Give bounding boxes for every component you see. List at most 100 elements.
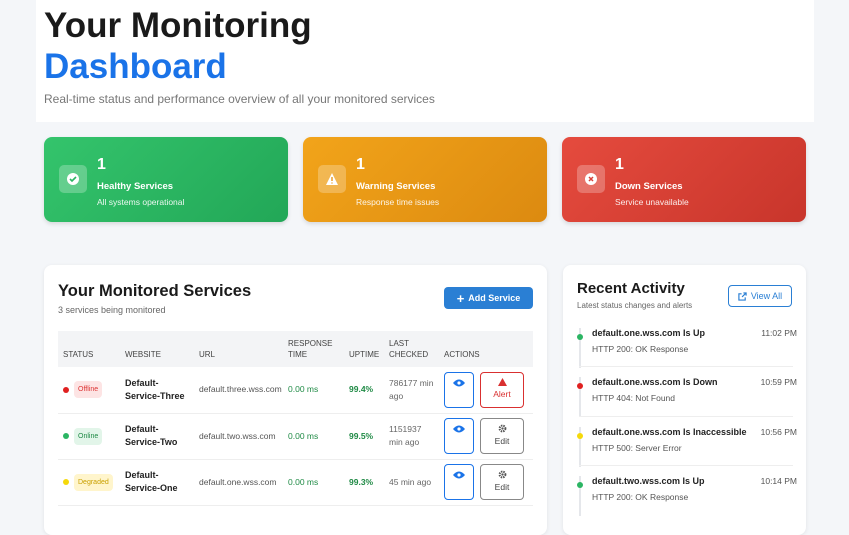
eye-icon xyxy=(453,471,465,479)
edit-button[interactable]: Edit xyxy=(480,418,524,454)
external-link-icon xyxy=(738,291,747,301)
add-service-button[interactable]: + Add Service xyxy=(444,287,533,309)
page: {"header":{"title_line1":"Your Monitorin… xyxy=(36,0,814,535)
card-label: Healthy Services xyxy=(97,181,174,192)
action-label: Edit xyxy=(494,482,510,492)
status-dot xyxy=(63,479,69,485)
response-time: 0.00 ms xyxy=(283,367,344,414)
status-dot xyxy=(63,386,69,393)
view-button[interactable] xyxy=(444,464,474,500)
card-count: 1 xyxy=(356,156,365,173)
separator xyxy=(579,465,793,466)
activity-dot xyxy=(577,482,583,488)
actions: Alert xyxy=(444,371,528,408)
activity-title: default.one.wss.com Is Down xyxy=(592,377,718,387)
activity-item: default.one.wss.com Is Up HTTP 200: OK Re… xyxy=(577,328,797,368)
services-subtitle: 3 services being monitored xyxy=(58,305,166,315)
services-title: Your Monitored Services xyxy=(58,282,252,300)
view-button[interactable] xyxy=(444,371,474,408)
services-panel: Your Monitored Services 3 services being… xyxy=(44,265,547,535)
activity-dot xyxy=(577,334,583,340)
card-icon xyxy=(318,165,346,193)
status-cell: Offline xyxy=(58,367,120,414)
response-time: 0.00 ms xyxy=(283,413,344,460)
website: Default-Service-One xyxy=(120,459,194,506)
activity-item: default.one.wss.com Is Down HTTP 404: Not… xyxy=(577,377,797,417)
button-label: View All xyxy=(750,291,783,301)
title-line2: Dashboard xyxy=(44,47,227,86)
eye-icon xyxy=(453,425,465,433)
view-all-button[interactable]: View All xyxy=(728,285,792,307)
activity-dot xyxy=(577,383,583,389)
alert-button[interactable]: Alert xyxy=(480,371,524,408)
x-icon xyxy=(585,173,597,185)
activity-item: default.one.wss.com Is Inaccessible HTTP … xyxy=(577,427,797,467)
gear-icon xyxy=(498,424,506,433)
activity-title: Recent Activity xyxy=(577,280,685,297)
actions-cell: Edit xyxy=(439,459,533,506)
warning-icon xyxy=(326,173,338,185)
view-button[interactable] xyxy=(444,418,474,454)
activity-title: default.one.wss.com Is Inaccessible xyxy=(592,427,747,437)
status-cell: Degraded xyxy=(58,459,120,506)
header xyxy=(36,0,814,122)
status-badge: Offline xyxy=(74,381,103,399)
card-label: Down Services xyxy=(615,181,683,192)
services-table: STATUS WEBSITE URL RESPONSE TIME UPTIME … xyxy=(58,331,533,506)
timeline xyxy=(579,476,581,516)
activity-panel: Recent Activity Latest status changes an… xyxy=(563,265,806,535)
column-header: WEBSITE xyxy=(120,331,194,367)
last-checked: 1151937 min ago xyxy=(384,413,439,460)
column-header: UPTIME xyxy=(344,331,384,367)
card-note: All systems operational xyxy=(97,197,185,207)
healthy-card: 1 Healthy Services All systems operation… xyxy=(44,137,288,222)
uptime: 99.4% xyxy=(344,367,384,414)
card-icon xyxy=(59,165,87,193)
gear-icon xyxy=(498,470,506,479)
action-label: Edit xyxy=(494,436,510,446)
last-checked: 45 min ago xyxy=(384,459,439,506)
activity-item: default.two.wss.com Is Up HTTP 200: OK Re… xyxy=(577,476,797,516)
activity-detail: HTTP 404: Not Found xyxy=(592,393,675,403)
column-header: ACTIONS xyxy=(439,331,533,367)
activity-detail: HTTP 500: Server Error xyxy=(592,443,682,453)
column-header: STATUS xyxy=(58,331,120,367)
title-line1: Your Monitoring xyxy=(44,6,312,45)
separator xyxy=(579,416,793,417)
edit-button[interactable]: Edit xyxy=(480,464,524,500)
response-time: 0.00 ms xyxy=(283,459,344,506)
card-note: Service unavailable xyxy=(615,197,689,207)
uptime: 99.3% xyxy=(344,459,384,506)
timeline xyxy=(579,427,581,467)
status-badge: Online xyxy=(74,427,103,445)
actions: Edit xyxy=(444,418,528,454)
separator xyxy=(579,366,793,367)
column-header: URL xyxy=(194,331,283,367)
timeline xyxy=(579,328,581,368)
card-count: 1 xyxy=(615,156,624,173)
body: Your Monitoring Dashboard Real-time stat… xyxy=(36,0,814,535)
eye-icon xyxy=(453,379,465,387)
uptime: 99.5% xyxy=(344,413,384,460)
activity-title: default.one.wss.com Is Up xyxy=(592,328,706,338)
activity-detail: HTTP 200: OK Response xyxy=(592,492,689,502)
timeline xyxy=(579,377,581,417)
website: Default-Service-Three xyxy=(120,367,194,414)
status-cell: Online xyxy=(58,413,120,460)
url: default.two.wss.com xyxy=(194,413,283,460)
action-label: Alert xyxy=(493,389,511,400)
activity-time: 10:59 PM xyxy=(760,377,797,387)
activity-title: default.two.wss.com Is Up xyxy=(592,476,705,486)
activity-subtitle: Latest status changes and alerts xyxy=(577,301,693,310)
service-row: Online Default-Service-Two default.two.w… xyxy=(58,413,533,460)
warning-icon xyxy=(497,378,507,387)
warning-card: 1 Warning Services Response time issues xyxy=(303,137,547,222)
card-note: Response time issues xyxy=(356,197,440,207)
activity-dot xyxy=(577,433,583,439)
activity-time: 11:02 PM xyxy=(761,328,797,338)
status-badge: Degraded xyxy=(74,473,113,491)
activity-time: 10:14 PM xyxy=(760,476,797,486)
card-count: 1 xyxy=(97,156,106,173)
actions-cell: Edit xyxy=(439,413,533,460)
url: default.one.wss.com xyxy=(194,459,283,506)
